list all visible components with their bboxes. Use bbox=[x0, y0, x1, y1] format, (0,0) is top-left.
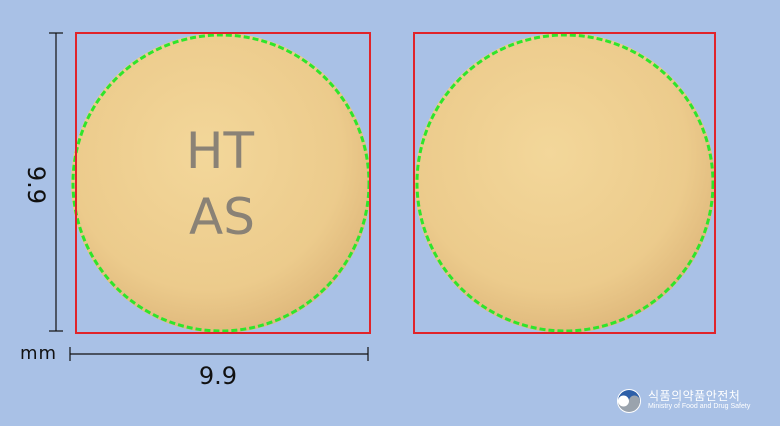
tablet-back-bounding-box bbox=[413, 32, 716, 334]
tablet-front-bounding-box bbox=[75, 32, 371, 334]
logo-english-text: Ministry of Food and Drug Safety bbox=[648, 403, 751, 410]
horizontal-dimension-line bbox=[69, 347, 369, 361]
logo-korean-text: 식품의약품안전처 bbox=[648, 389, 741, 403]
tablet-back-body bbox=[415, 33, 715, 333]
height-dimension-label: 9.9 bbox=[22, 165, 50, 205]
mfds-logo: 식품의약품안전처 Ministry of Food and Drug Safet… bbox=[616, 386, 776, 416]
vertical-dimension-line bbox=[49, 32, 63, 332]
unit-label: mm bbox=[20, 343, 58, 364]
tablet-front-body bbox=[71, 33, 371, 333]
tablet-front: HT AS bbox=[71, 32, 371, 334]
width-dimension-label: 9.9 bbox=[198, 362, 238, 390]
tablet-back-contour bbox=[415, 33, 715, 333]
imprint-line-1: HT bbox=[186, 122, 255, 180]
mfds-emblem-icon bbox=[617, 389, 641, 413]
imprint-line-2: AS bbox=[189, 188, 255, 246]
tablet-back bbox=[413, 32, 716, 334]
